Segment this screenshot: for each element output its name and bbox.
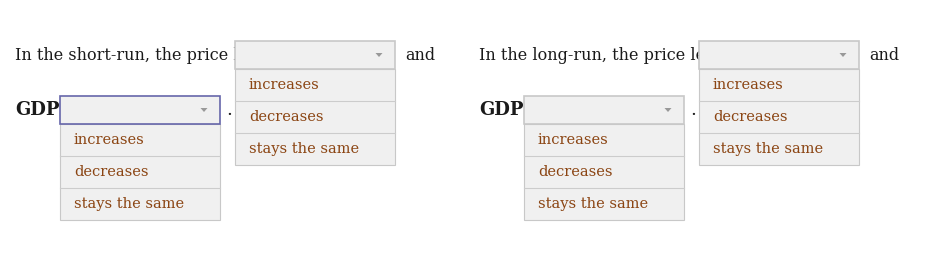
Polygon shape xyxy=(200,108,208,112)
FancyBboxPatch shape xyxy=(60,96,220,124)
FancyBboxPatch shape xyxy=(699,41,859,69)
Text: increases: increases xyxy=(713,78,784,92)
FancyBboxPatch shape xyxy=(699,69,859,165)
Text: stays the same: stays the same xyxy=(249,142,359,156)
FancyBboxPatch shape xyxy=(60,124,220,220)
Text: .: . xyxy=(226,101,232,119)
Text: In the short-run, the price level: In the short-run, the price level xyxy=(15,46,272,63)
Text: In the long-run, the price level: In the long-run, the price level xyxy=(479,46,729,63)
Text: and: and xyxy=(405,46,435,63)
Polygon shape xyxy=(665,108,671,112)
Text: decreases: decreases xyxy=(713,110,788,124)
Text: GDP: GDP xyxy=(15,101,60,119)
Text: decreases: decreases xyxy=(249,110,323,124)
FancyBboxPatch shape xyxy=(524,96,684,124)
Text: and: and xyxy=(869,46,899,63)
Text: .: . xyxy=(690,101,696,119)
Polygon shape xyxy=(375,53,382,57)
Polygon shape xyxy=(840,53,847,57)
Text: GDP: GDP xyxy=(479,101,523,119)
Text: decreases: decreases xyxy=(74,165,149,179)
Text: increases: increases xyxy=(538,133,609,147)
Text: increases: increases xyxy=(74,133,145,147)
FancyBboxPatch shape xyxy=(235,69,395,165)
Text: stays the same: stays the same xyxy=(74,197,184,211)
Text: stays the same: stays the same xyxy=(538,197,648,211)
FancyBboxPatch shape xyxy=(524,124,684,220)
FancyBboxPatch shape xyxy=(235,41,395,69)
Text: decreases: decreases xyxy=(538,165,612,179)
Text: stays the same: stays the same xyxy=(713,142,823,156)
Text: increases: increases xyxy=(249,78,319,92)
